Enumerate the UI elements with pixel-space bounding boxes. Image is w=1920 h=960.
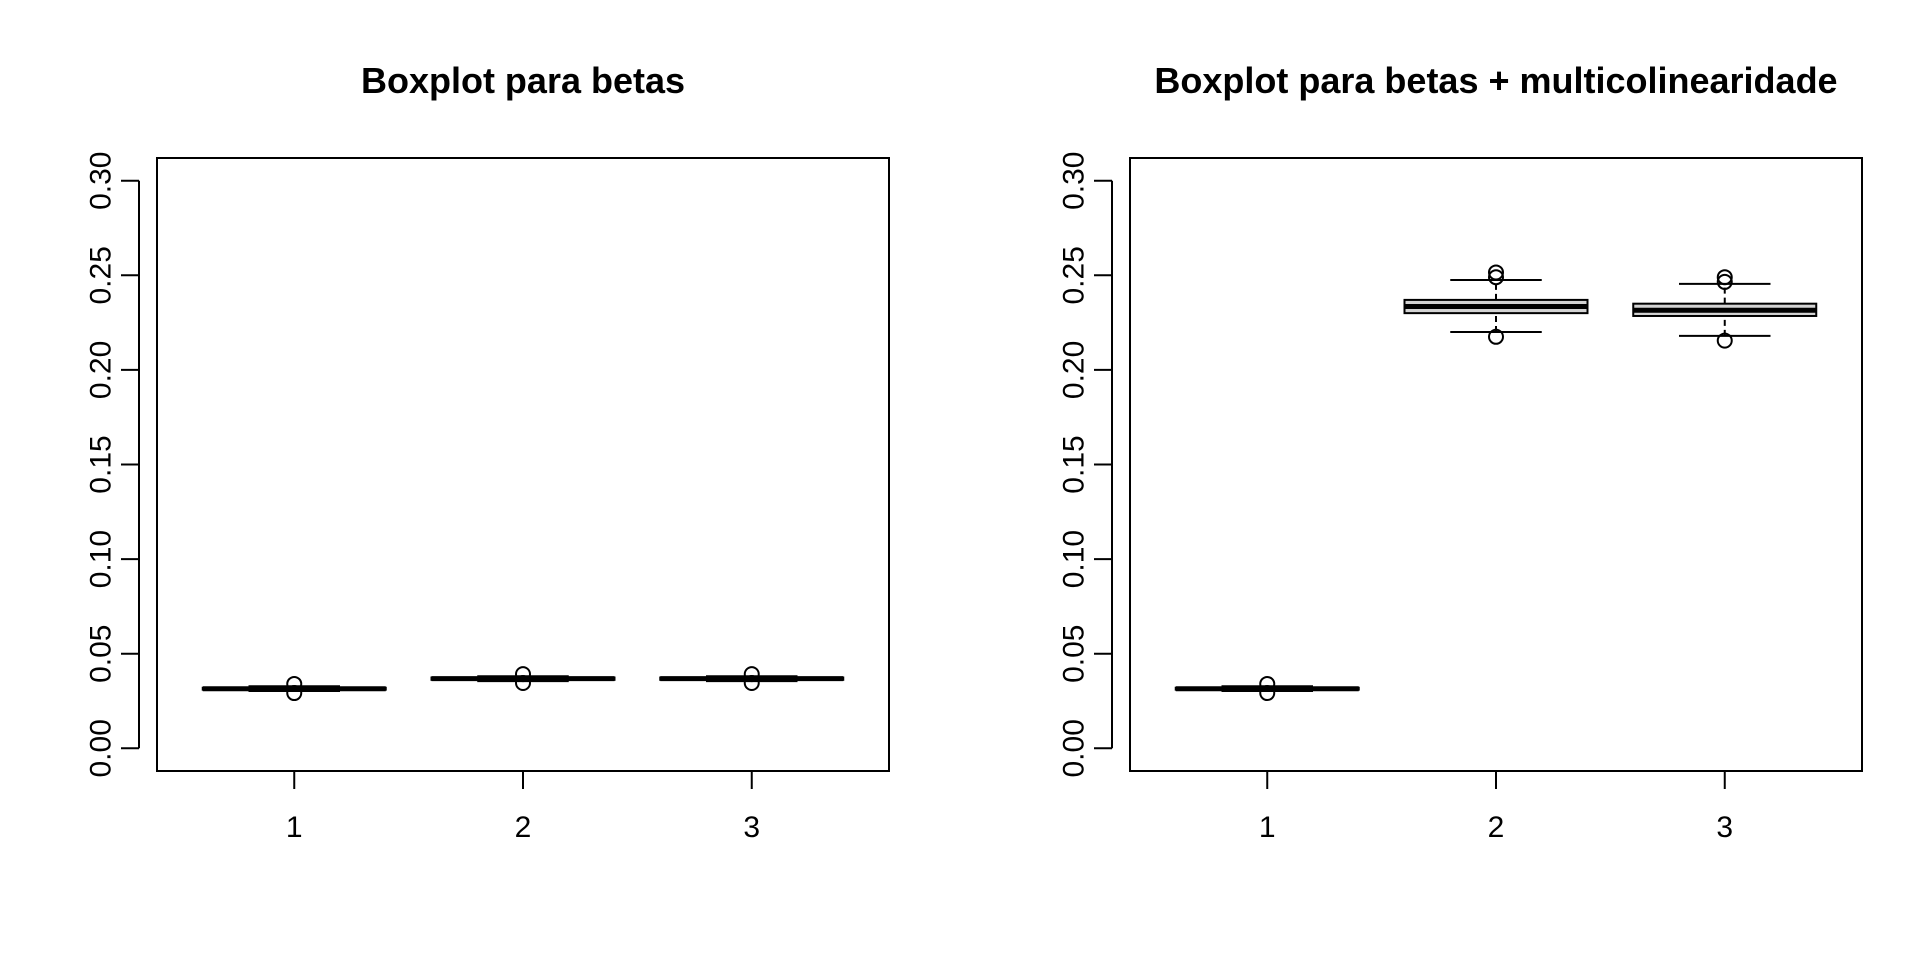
x-tick-label: 2 <box>515 811 532 844</box>
outlier-point <box>1488 328 1504 345</box>
x-tick-label: 1 <box>1259 811 1276 844</box>
box-group-1 <box>201 675 387 702</box>
outlier-point <box>1259 675 1276 692</box>
box-group-2 <box>1403 264 1589 345</box>
y-tick-label: 0.00 <box>85 719 118 777</box>
right-boxplot-panel: Boxplot para betas + multicolinearidade … <box>1058 60 1863 844</box>
y-tick-label: 0.20 <box>85 341 118 399</box>
box-group-1 <box>1174 675 1360 702</box>
outlier-point <box>743 675 760 692</box>
outlier-point <box>1716 273 1733 290</box>
y-tick-label: 0.10 <box>85 530 118 588</box>
outlier-point <box>1716 269 1733 286</box>
outlier-point <box>1488 269 1504 286</box>
y-tick-label: 0.00 <box>1058 719 1091 777</box>
panel-title: Boxplot para betas <box>361 60 685 101</box>
box-group-3 <box>659 666 845 692</box>
y-tick-label: 0.20 <box>1058 341 1091 399</box>
outlier-point <box>515 675 531 692</box>
y-tick-label: 0.25 <box>1058 246 1091 304</box>
outlier-point <box>1716 332 1733 349</box>
y-tick-label: 0.25 <box>85 246 118 304</box>
x-tick-label: 1 <box>286 811 303 844</box>
y-tick-label: 0.30 <box>85 152 118 210</box>
outlier-point <box>515 666 531 683</box>
y-tick-label: 0.05 <box>85 625 118 683</box>
panel-title: Boxplot para betas + multicolinearidade <box>1154 60 1837 101</box>
y-tick-label: 0.10 <box>1058 530 1091 588</box>
outlier-point <box>286 675 303 692</box>
x-tick-label: 2 <box>1488 811 1505 844</box>
box-group-2 <box>430 666 616 692</box>
outlier-point <box>1488 264 1504 281</box>
box-group-3 <box>1632 269 1818 349</box>
plot-frame <box>1129 157 1863 772</box>
y-tick-label: 0.15 <box>85 435 118 493</box>
left-boxplot-panel: Boxplot para betas 0.00 0.05 0.10 0.15 0.20 0… <box>85 60 890 844</box>
y-tick-label: 0.05 <box>1058 625 1091 683</box>
outlier-point <box>1259 685 1276 702</box>
y-tick-label: 0.30 <box>1058 152 1091 210</box>
outlier-point <box>743 666 760 683</box>
y-tick-label: 0.15 <box>1058 435 1091 493</box>
x-tick-label: 3 <box>1716 811 1733 844</box>
outlier-point <box>286 685 303 702</box>
x-tick-label: 3 <box>743 811 760 844</box>
